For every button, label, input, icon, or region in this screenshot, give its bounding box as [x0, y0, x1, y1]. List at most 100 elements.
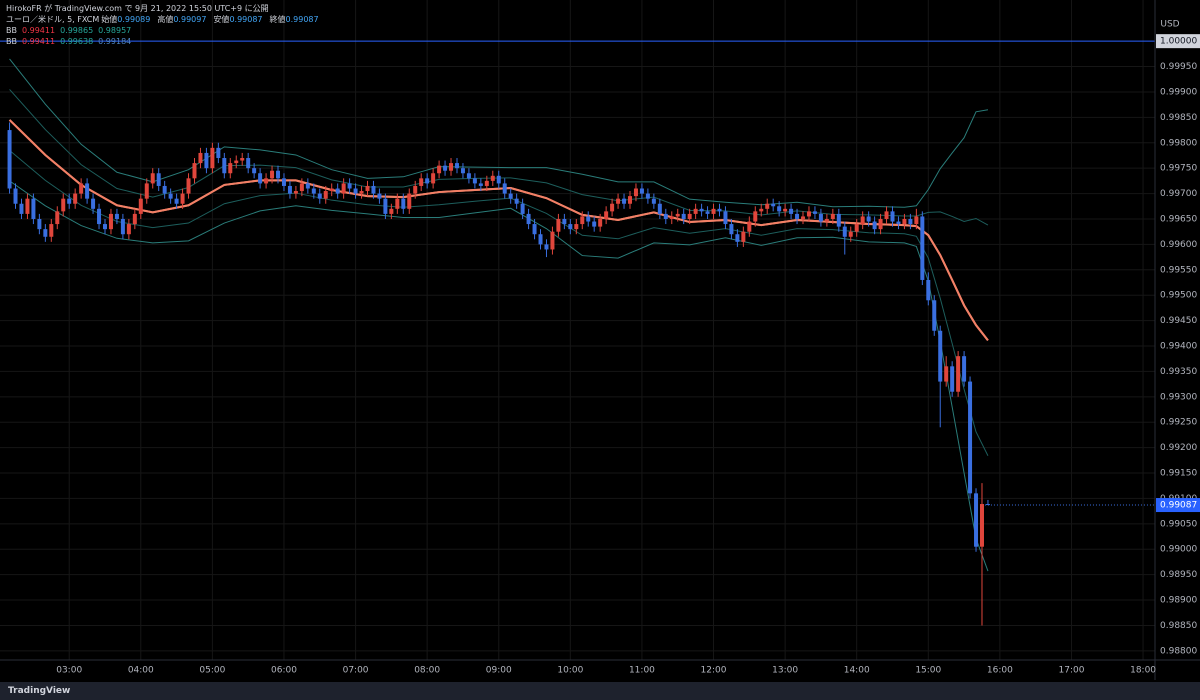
x-tick-label: 08:00: [414, 666, 440, 676]
candle-body: [252, 168, 257, 174]
candle-body: [628, 196, 632, 204]
candle-body: [974, 493, 979, 547]
candle-body: [878, 218, 883, 230]
y-tick-label: 0.99850: [1160, 113, 1197, 123]
candle-body: [639, 188, 644, 194]
candle-body: [210, 147, 215, 169]
candle-body: [484, 180, 489, 186]
candle-body: [568, 224, 573, 230]
candle-body: [723, 211, 728, 225]
candle-body: [132, 213, 137, 225]
y-tick-label: 0.99600: [1160, 240, 1197, 250]
candle-body: [598, 218, 603, 227]
candle-body: [103, 224, 107, 230]
candle-body: [174, 198, 179, 204]
candle-body: [7, 130, 12, 189]
indicator-legend: BB 0.99411 0.99865 0.98957: [6, 25, 324, 36]
candle-body: [389, 208, 394, 214]
candle-body: [765, 203, 770, 209]
candle-body: [168, 193, 173, 199]
candle-body: [711, 208, 716, 214]
candle-body: [276, 170, 281, 179]
candle-body: [216, 147, 221, 159]
y-tick-label: 0.99550: [1160, 265, 1197, 275]
candle-body: [401, 198, 406, 209]
candle-body: [67, 198, 72, 204]
candle-body: [407, 193, 412, 209]
x-tick-label: 16:00: [987, 666, 1013, 676]
candle-body: [114, 213, 119, 219]
candle-body: [19, 203, 24, 214]
candle-body: [377, 193, 382, 199]
y-tick-label: 0.99900: [1160, 87, 1197, 97]
price-line-label: 1.00000: [1160, 37, 1197, 47]
candle-body: [920, 216, 925, 280]
candle-body: [490, 175, 495, 181]
candle-body: [580, 216, 585, 225]
brand: TradingView: [8, 686, 71, 696]
axes: 0.98800 0.98850 0.98900 0.98950 0.99000 0.990…: [56, 34, 1200, 676]
candle-body: [108, 213, 113, 230]
x-tick-label: 09:00: [486, 666, 512, 676]
candle-body: [37, 218, 42, 230]
indicator-name: BB: [6, 37, 17, 46]
candle-body: [55, 211, 60, 225]
y-tick-label: 0.99300: [1160, 392, 1197, 402]
candle-body: [395, 198, 400, 209]
candle-body: [365, 185, 370, 192]
symbol-row: ユーロ／米ドル, 5, FXCM 始値0.99089 高値0.99097 安値0.99…: [6, 14, 324, 25]
candle-body: [443, 165, 448, 171]
candle-body: [454, 163, 459, 169]
candle-body: [85, 183, 90, 199]
candle-body: [830, 213, 835, 219]
candle-body: [270, 170, 275, 179]
candle-body: [610, 203, 615, 212]
candle-body: [222, 158, 227, 174]
candle-body: [299, 183, 304, 192]
candle-body: [777, 206, 782, 212]
candle-body: [359, 191, 364, 194]
y-tick-label: 0.99800: [1160, 138, 1197, 148]
candle-body: [884, 211, 889, 219]
candle-body: [228, 163, 233, 174]
publisher: HirokoFR が TradingView.com で 9月 21, 2022…: [6, 4, 269, 13]
candle-body: [413, 185, 418, 194]
candle-body: [538, 234, 543, 245]
candle-body: [932, 300, 937, 331]
candle-body: [287, 185, 292, 194]
candle-body: [890, 211, 895, 222]
candle-body: [866, 216, 871, 222]
candle-body: [335, 188, 340, 194]
candle-body: [985, 504, 990, 506]
candle-body: [914, 216, 919, 225]
y-tick-label: 0.99400: [1160, 342, 1197, 352]
candle-body: [293, 191, 298, 194]
candle-body: [156, 173, 161, 186]
indicator-value: 0.99411: [21, 37, 56, 46]
candle-body: [902, 218, 907, 225]
plot-area: [0, 40, 1155, 626]
candle-body: [150, 173, 155, 184]
last-price-label: 0.99087: [1160, 501, 1197, 511]
candle-body: [574, 224, 579, 230]
candle-body: [681, 213, 686, 219]
candle-body: [860, 216, 865, 225]
x-tick-label: 04:00: [128, 666, 154, 676]
candle-body: [717, 208, 722, 212]
candle-body: [592, 221, 597, 227]
ohlc-value: 0.99089: [117, 15, 151, 24]
candle-body: [896, 221, 901, 225]
x-tick-label: 06:00: [271, 666, 297, 676]
candle-body: [258, 173, 263, 184]
ohlc-label: 高値: [157, 15, 174, 24]
candle-body: [79, 183, 84, 194]
x-tick-label: 11:00: [629, 666, 655, 676]
ohlc-value: 0.99087: [285, 15, 319, 24]
candle-body: [353, 188, 358, 194]
y-tick-label: 0.99050: [1160, 519, 1197, 529]
ohlc-label: 終値: [269, 15, 286, 24]
y-tick-label: 0.99000: [1160, 545, 1197, 555]
